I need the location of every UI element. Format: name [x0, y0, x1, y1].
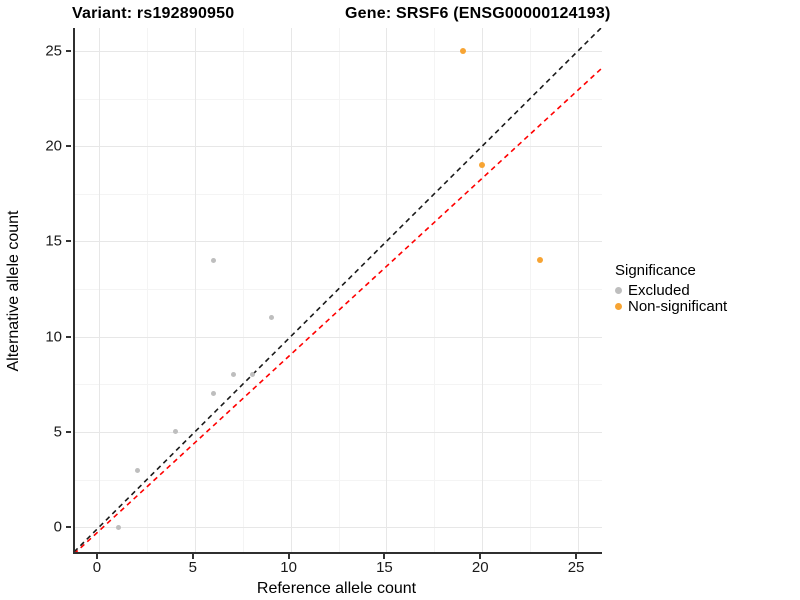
major-gridline — [75, 337, 602, 338]
legend-dot-icon — [615, 302, 622, 310]
major-gridline — [386, 28, 387, 552]
x-tick-label: 20 — [471, 559, 489, 576]
y-tick-mark — [66, 145, 71, 148]
major-gridline — [75, 146, 602, 147]
point-excluded — [211, 257, 217, 263]
major-gridline — [195, 28, 196, 552]
y-tick-mark — [66, 49, 71, 52]
legend-items: Excluded Non-significant — [615, 281, 728, 315]
point-excluded — [249, 372, 255, 378]
point-excluded — [115, 524, 121, 530]
y-tick-mark — [66, 335, 71, 338]
minor-gridline — [75, 194, 602, 195]
point-excluded — [230, 372, 236, 378]
legend-item-non-significant: Non-significant — [615, 297, 728, 315]
minor-gridline — [434, 28, 435, 552]
x-tick-label: 15 — [376, 559, 393, 576]
x-tick-label: 25 — [567, 559, 585, 576]
y-tick-mark — [66, 430, 71, 433]
major-gridline — [291, 28, 292, 552]
expected-ratio-line — [75, 67, 602, 552]
major-gridline — [75, 527, 602, 528]
major-gridline — [578, 28, 579, 552]
legend-item-label: Excluded — [628, 281, 690, 299]
y-tick-label: 20 — [45, 137, 62, 155]
y-tick-mark — [66, 240, 71, 243]
x-tick-mark — [575, 554, 578, 559]
y-axis-title: Alternative allele count — [5, 210, 22, 372]
point-excluded — [134, 467, 140, 473]
major-gridline — [75, 432, 602, 433]
y-tick-label: 25 — [45, 42, 62, 60]
x-tick-mark — [95, 554, 98, 559]
minor-gridline — [75, 384, 602, 385]
legend-item-label: Non-significant — [628, 297, 728, 315]
y-tick-label: 0 — [53, 518, 62, 536]
major-gridline — [75, 51, 602, 52]
plot-title-gene: Gene: SRSF6 (ENSG00000124193) — [345, 5, 611, 22]
major-gridline — [99, 28, 100, 552]
plot-title-variant: Variant: rs192890950 — [72, 5, 235, 22]
plot-panel — [73, 28, 602, 554]
minor-gridline — [339, 28, 340, 552]
x-tick-mark — [479, 554, 482, 559]
y-tick-label: 5 — [53, 423, 62, 441]
x-tick-mark — [287, 554, 290, 559]
point-excluded — [211, 391, 217, 397]
point-non-significant — [460, 47, 467, 54]
identity-line — [75, 28, 602, 552]
legend-title: Significance — [615, 262, 696, 279]
x-tick-label: 5 — [188, 559, 197, 576]
legend-dot-icon — [615, 286, 622, 294]
reference-lines-layer — [75, 28, 602, 552]
minor-gridline — [75, 480, 602, 481]
x-axis-title: Reference allele count — [256, 580, 417, 597]
legend: Significance Excluded Non-significant — [615, 262, 728, 315]
x-tick-mark — [383, 554, 386, 559]
point-excluded — [268, 315, 274, 321]
x-tick-mark — [191, 554, 194, 559]
minor-gridline — [75, 99, 602, 100]
point-non-significant — [479, 162, 486, 169]
legend-item-excluded: Excluded — [615, 281, 727, 299]
y-tick-label: 15 — [45, 232, 62, 250]
point-excluded — [173, 429, 179, 435]
point-non-significant — [536, 257, 543, 264]
minor-gridline — [530, 28, 531, 552]
x-tick-label: 10 — [280, 559, 297, 576]
y-tick-mark — [66, 526, 71, 529]
minor-gridline — [243, 28, 244, 552]
minor-gridline — [147, 28, 148, 552]
major-gridline — [75, 241, 602, 242]
x-tick-label: 0 — [92, 559, 102, 576]
major-gridline — [482, 28, 483, 552]
y-tick-label: 10 — [45, 328, 62, 346]
